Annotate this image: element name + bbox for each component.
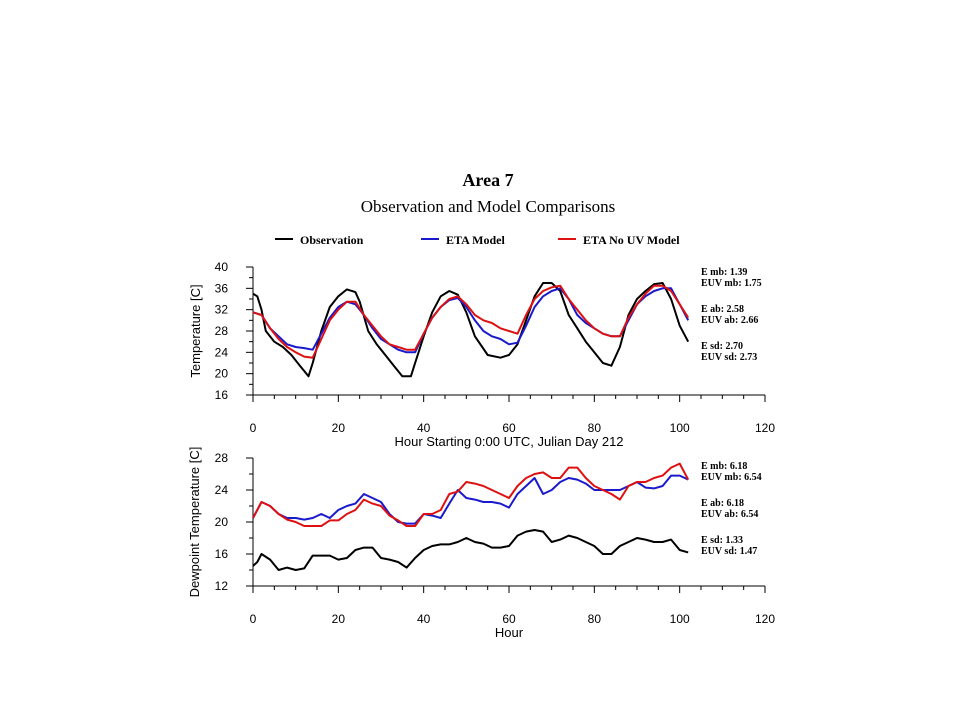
legend-item-observation: Observation	[275, 233, 364, 247]
series-line-eta-no-uv-model	[252, 462, 690, 527]
x-tick-label: 0	[250, 421, 257, 435]
stat-label: E ab: 2.58	[701, 304, 744, 315]
stat-label: E sd: 1.33	[701, 535, 743, 546]
stat-label: E ab: 6.18	[701, 498, 744, 509]
y-tick-label: 16	[215, 388, 229, 402]
legend-label-eta-model: ETA Model	[446, 233, 505, 247]
series-line-eta-no-uv-model	[252, 284, 690, 359]
dewpoint-panel: 0 20 40 60 80 100 120 12 16 20 24 28 Hour Dewpoint Te…	[187, 447, 775, 640]
y-tick-label: 20	[215, 367, 229, 381]
x-axis-label: Hour Starting 0:00 UTC, Julian Day 212	[394, 434, 623, 449]
legend-label-observation: Observation	[300, 233, 364, 247]
stat-label: E mb: 1.39	[701, 267, 747, 278]
y-tick-label: 24	[215, 345, 229, 359]
stat-label: E sd: 2.70	[701, 341, 743, 352]
stat-label: EUV ab: 6.54	[701, 509, 758, 520]
legend-item-eta-no-uv-model: ETA No UV Model	[558, 233, 680, 247]
figure-title: Area 7	[462, 170, 513, 190]
y-tick-label: 12	[215, 579, 229, 593]
stat-label: EUV mb: 1.75	[701, 278, 762, 289]
x-tick-label: 40	[417, 421, 431, 435]
stat-label: EUV sd: 2.73	[701, 352, 757, 363]
x-tick-label: 60	[502, 421, 516, 435]
y-tick-label: 32	[215, 303, 229, 317]
legend-label-eta-no-uv-model: ETA No UV Model	[583, 233, 680, 247]
series-line-observation	[252, 529, 689, 571]
y-axis-label: Dewpoint Temperature [C]	[187, 447, 202, 598]
y-tick-label: 40	[215, 260, 229, 274]
stat-label: EUV mb: 6.54	[701, 472, 762, 483]
stat-label: EUV sd: 1.47	[701, 546, 757, 557]
y-tick-label: 24	[215, 483, 229, 497]
legend: Observation ETA Model ETA No UV Model	[275, 233, 680, 247]
x-tick-label: 100	[670, 421, 690, 435]
y-tick-label: 28	[215, 451, 229, 465]
y-tick-label: 16	[215, 547, 229, 561]
series-line-observation	[252, 282, 690, 378]
x-tick-label: 20	[332, 421, 346, 435]
figure-subtitle: Observation and Model Comparisons	[361, 197, 616, 216]
x-tick-label: 40	[417, 612, 431, 626]
series-line-eta-model	[252, 474, 689, 525]
x-tick-label: 0	[250, 612, 257, 626]
x-tick-label: 120	[755, 612, 775, 626]
y-axis-label: Temperature [C]	[188, 284, 203, 377]
y-tick-label: 36	[215, 281, 229, 295]
y-tick-label: 28	[215, 324, 229, 338]
y-tick-label: 20	[215, 515, 229, 529]
stat-label: EUV ab: 2.66	[701, 315, 758, 326]
stat-label: E mb: 6.18	[701, 461, 747, 472]
x-tick-label: 80	[588, 421, 602, 435]
x-tick-label: 80	[588, 612, 602, 626]
x-tick-label: 100	[670, 612, 690, 626]
x-tick-label: 120	[755, 421, 775, 435]
x-tick-label: 20	[332, 612, 346, 626]
x-axis-label: Hour	[495, 625, 524, 640]
x-tick-label: 60	[502, 612, 516, 626]
legend-item-eta-model: ETA Model	[421, 233, 505, 247]
